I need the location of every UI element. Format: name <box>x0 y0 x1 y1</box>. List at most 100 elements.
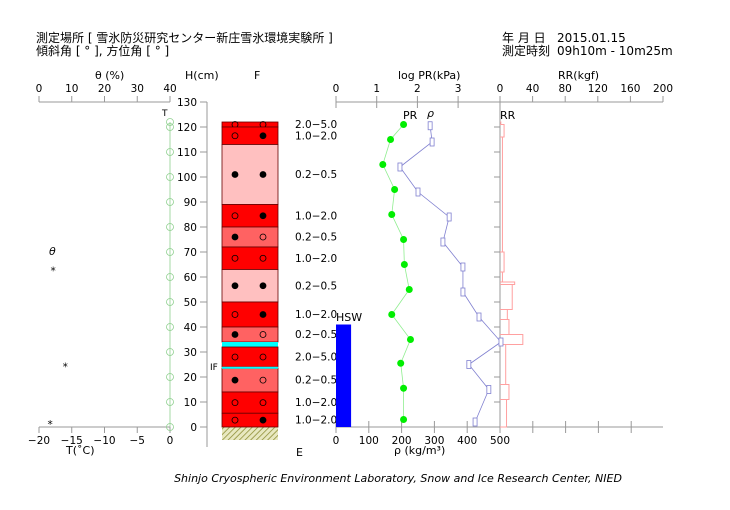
pr-point <box>400 384 408 392</box>
density-tick-label: 100 <box>359 435 379 447</box>
ground-label: E <box>296 446 303 459</box>
snow-layer <box>221 412 279 428</box>
density-tick-label: 300 <box>424 435 444 447</box>
pr-point <box>400 236 408 243</box>
snow-layer <box>221 126 279 145</box>
grain-open-icon <box>259 399 267 407</box>
temperature-point <box>166 223 174 231</box>
grain-open-icon <box>259 233 267 241</box>
snow-layer <box>221 246 279 270</box>
temperature-point <box>166 298 174 306</box>
snow-layer <box>221 391 279 414</box>
snow-layer <box>221 326 279 343</box>
pr-point <box>405 286 413 293</box>
temperature-point <box>166 348 174 356</box>
rr-tick-label: 0 <box>497 83 504 95</box>
angle-label: 傾斜角 [ ° ], 方位角 [ ° ] <box>36 44 170 58</box>
hardness-label: 0.2−0.5 <box>295 375 337 387</box>
density-point <box>466 360 472 369</box>
temperature-tick-label: −10 <box>93 435 115 447</box>
theta-tick-label: 0 <box>36 83 43 95</box>
height-tick-label: 30 <box>184 347 197 359</box>
snow-layer <box>222 342 278 347</box>
pr-point <box>400 121 408 128</box>
grain-filled-icon <box>259 132 267 140</box>
hardness-label: 1.0−2.0 <box>295 253 337 265</box>
grain-open-icon <box>259 331 267 338</box>
hsw-bar <box>336 324 352 427</box>
rr-step-line <box>500 121 524 428</box>
temperature-point <box>166 148 174 156</box>
logpr-tick-label: 3 <box>455 83 462 95</box>
pr-line <box>382 124 411 420</box>
pr-point <box>400 261 408 268</box>
temperature-axis-title: T(˚C) <box>66 444 95 457</box>
grain-open-icon <box>231 416 239 424</box>
density-point <box>427 121 433 131</box>
density-tick-label: 500 <box>490 435 510 447</box>
temperature-point <box>166 123 174 131</box>
height-tick-label: 130 <box>177 97 197 109</box>
height-tick-label: 100 <box>177 172 197 184</box>
ice-film-label: IF <box>210 363 218 373</box>
rr-label: RR <box>500 109 516 122</box>
rr-tick-label: 80 <box>559 83 572 95</box>
temperature-point <box>166 423 174 431</box>
theta-tick-label: 40 <box>163 83 176 95</box>
pr-point <box>397 359 405 367</box>
hardness-title: F <box>254 69 261 82</box>
snow-layer <box>221 367 279 393</box>
height-tick-label: 10 <box>184 397 197 409</box>
density-point <box>440 237 446 247</box>
temperature-point <box>166 118 174 126</box>
temperature-point <box>166 173 174 181</box>
pr-point <box>379 161 387 168</box>
density-point <box>397 162 403 172</box>
grain-open-icon <box>231 353 239 361</box>
grain-open-icon <box>259 353 267 361</box>
height-tick-label: 90 <box>184 197 197 209</box>
height-tick-label: 120 <box>177 122 197 134</box>
hardness-label: 1.0−2.0 <box>295 397 337 409</box>
grain-filled-icon <box>231 282 239 290</box>
grain-open-icon <box>231 254 239 262</box>
ground-hatch <box>222 427 278 440</box>
temperature-point <box>166 398 174 406</box>
height-tick-label: 50 <box>184 297 197 309</box>
hardness-label: 2.0−5.0 <box>295 119 337 131</box>
density-point <box>486 385 492 394</box>
density-point <box>498 337 504 347</box>
logpr-tick-label: 1 <box>373 83 380 95</box>
logpr-tick-label: 0 <box>333 83 340 95</box>
pr-point <box>406 336 414 343</box>
pr-point <box>388 311 396 318</box>
snow-layer <box>221 301 279 328</box>
density-tick-label: 400 <box>457 435 477 447</box>
height-tick-label: 20 <box>184 372 197 384</box>
temperature-point <box>166 373 174 381</box>
hardness-label: 1.0−2.0 <box>295 309 337 321</box>
hardness-label: 0.2−0.5 <box>295 280 337 292</box>
theta-point: * <box>48 419 53 431</box>
density-point <box>472 417 478 427</box>
height-tick-label: 70 <box>184 247 197 259</box>
temperature-tick-label: −5 <box>130 435 145 447</box>
hardness-label: 0.2−0.5 <box>295 232 337 244</box>
temperature-tick-label: −15 <box>61 435 83 447</box>
height-tick-label: 80 <box>184 222 197 234</box>
temperature-point <box>166 248 174 256</box>
density-tick-label: 200 <box>392 435 412 447</box>
rr-tick-label: 200 <box>653 83 673 95</box>
theta-axis-title: θ (%) <box>95 69 125 82</box>
footer-credit: Shinjo Cryospheric Environment Laborator… <box>174 472 622 485</box>
density-label: ρ <box>427 107 434 120</box>
density-axis-title: ρ (kg/m³) <box>394 444 446 457</box>
snow-layer <box>221 226 279 248</box>
snow-layer <box>221 204 279 228</box>
grain-filled-icon <box>259 282 267 290</box>
time-value: 09h10m - 10m25m <box>557 44 673 58</box>
density-point <box>446 212 452 222</box>
grain-open-icon <box>231 212 239 220</box>
grain-open-icon <box>231 311 239 318</box>
